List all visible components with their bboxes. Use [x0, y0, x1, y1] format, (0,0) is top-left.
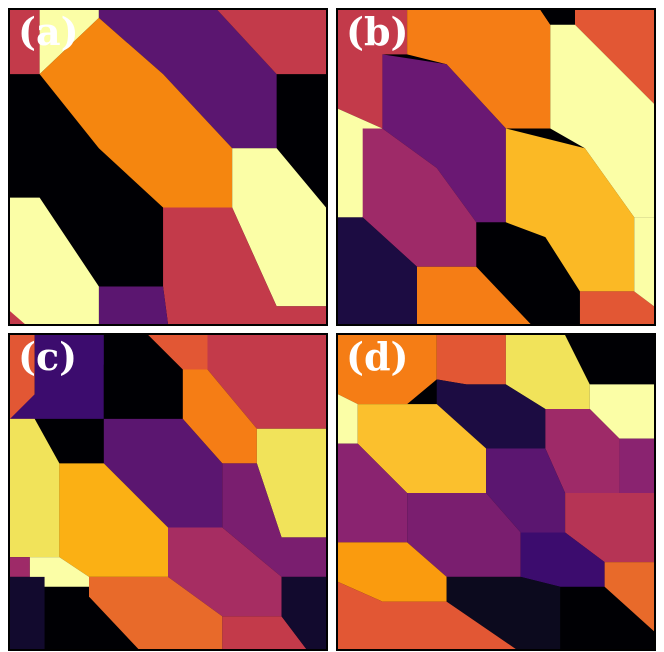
cell-amber-lower: [338, 542, 447, 602]
cell-red-left-edge: [10, 335, 35, 419]
panel-c-label: (c): [18, 334, 78, 379]
cell-black-top-right: [565, 335, 654, 385]
cell-black-top: [103, 364, 183, 419]
panel-c-heatmap: [10, 335, 326, 649]
cell-violet-center: [407, 492, 521, 577]
cell-purple-center: [382, 54, 506, 223]
cell-magenta-edge: [619, 438, 654, 493]
cell-rose-top-left: [338, 10, 408, 129]
cell-rose-bottom: [222, 616, 307, 649]
cell-black-notch: [540, 10, 575, 25]
cell-dark-bottom-right: [281, 576, 326, 649]
cell-purple-bottom: [98, 286, 168, 324]
cell-yellow-edge: [634, 217, 654, 307]
cell-red-top: [148, 335, 208, 370]
panel-d-heatmap: [338, 335, 654, 649]
cell-orange-bottom: [89, 576, 223, 649]
cell-dark-bottom-left: [10, 576, 45, 649]
cell-indigo-top: [436, 379, 546, 449]
panel-a: (a): [8, 8, 328, 326]
cell-indigo-lower: [520, 532, 605, 587]
cell-rose-bottom-right: [163, 207, 326, 324]
panel-a-label: (a): [18, 9, 79, 54]
cell-gold-center: [505, 128, 635, 292]
panel-d: (d): [336, 333, 656, 651]
cell-red-top-right: [575, 10, 654, 104]
cell-yellow-top: [505, 335, 590, 410]
cell-magenta-small: [10, 557, 30, 577]
panel-b-label: (b): [346, 9, 409, 54]
cell-violet-right: [222, 463, 326, 577]
cell-red-bottom: [338, 581, 516, 649]
cell-orange-right: [604, 562, 654, 632]
cell-orange-bottom: [417, 266, 531, 324]
cell-rose-top-left: [10, 10, 40, 75]
cell-rose-top-right: [207, 335, 326, 429]
cell-rose-top-right: [217, 10, 326, 75]
cell-pale-left: [338, 394, 358, 444]
cell-yellow-bottom-left: [10, 197, 99, 324]
cell-purple-upper: [98, 10, 277, 149]
cell-crimson-right: [565, 492, 654, 563]
cell-yellow-right: [256, 428, 326, 538]
cell-gold-center: [59, 463, 168, 577]
cell-gold-upper: [357, 404, 487, 493]
panel-d-label: (d): [346, 334, 409, 379]
cell-red-bottom-right: [579, 291, 654, 324]
cell-red-top: [436, 335, 506, 385]
cell-indigo-bottom-left: [338, 217, 417, 324]
cell-magenta-left: [362, 128, 477, 267]
cell-purple-center: [103, 418, 223, 528]
cell-yellow-right: [550, 24, 654, 218]
cell-indigo-top: [10, 335, 104, 419]
cell-magenta-right: [545, 409, 620, 493]
cell-pale-right: [589, 384, 654, 439]
cell-yellow-right: [232, 148, 326, 307]
cell-orange-band: [39, 17, 233, 208]
panel-b: (b): [336, 8, 656, 326]
panel-a-heatmap: [10, 10, 326, 324]
cell-yellow-left: [10, 418, 60, 558]
cell-orange-upper: [182, 369, 257, 464]
cell-purple-center: [486, 448, 566, 533]
cell-orange-top-left: [338, 335, 437, 405]
cell-magenta-left: [338, 443, 408, 543]
cell-orange-top: [407, 10, 551, 129]
panel-b-heatmap: [338, 10, 654, 324]
panel-c: (c): [8, 333, 328, 651]
cell-magenta-lower: [168, 527, 282, 617]
cell-dark-bottom: [446, 576, 561, 649]
cell-pale-sliver: [39, 10, 99, 75]
